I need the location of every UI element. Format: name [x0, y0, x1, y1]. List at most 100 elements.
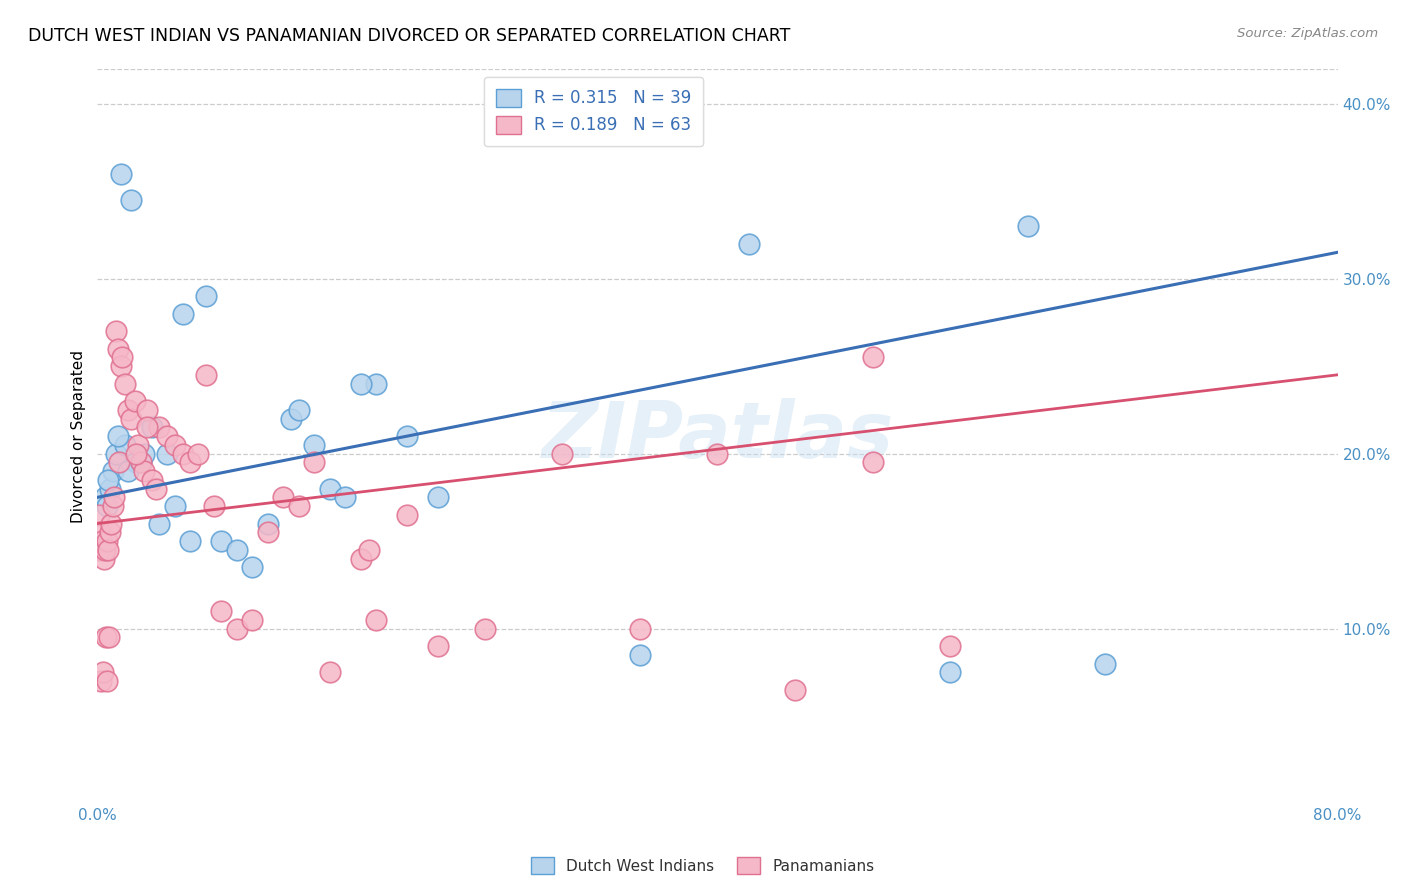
Point — [209, 604, 232, 618]
Y-axis label: Divorced or Separated: Divorced or Separated — [72, 350, 86, 523]
Point — [862, 455, 884, 469]
Point — [93, 551, 115, 566]
Point — [136, 402, 159, 417]
Point — [202, 499, 225, 513]
Point — [114, 376, 136, 391]
Text: DUTCH WEST INDIAN VS PANAMANIAN DIVORCED OR SEPARATED CORRELATION CHART: DUTCH WEST INDIAN VS PANAMANIAN DIVORCED… — [28, 27, 790, 45]
Point — [172, 446, 194, 460]
Point — [304, 438, 326, 452]
Point — [90, 674, 112, 689]
Point — [125, 446, 148, 460]
Point — [120, 193, 142, 207]
Point — [87, 508, 110, 522]
Text: ZIPatlas: ZIPatlas — [541, 398, 894, 474]
Point — [551, 446, 574, 460]
Point — [304, 455, 326, 469]
Point — [103, 491, 125, 505]
Point — [350, 376, 373, 391]
Point — [280, 411, 302, 425]
Point — [132, 464, 155, 478]
Point — [125, 455, 148, 469]
Point — [366, 376, 388, 391]
Point — [862, 351, 884, 365]
Point — [120, 411, 142, 425]
Point — [129, 455, 152, 469]
Point — [148, 420, 170, 434]
Legend: R = 0.315   N = 39, R = 0.189   N = 63: R = 0.315 N = 39, R = 0.189 N = 63 — [484, 77, 703, 146]
Point — [335, 491, 357, 505]
Point — [101, 499, 124, 513]
Point — [628, 622, 651, 636]
Point — [100, 516, 122, 531]
Point — [288, 402, 311, 417]
Point — [156, 429, 179, 443]
Point — [194, 289, 217, 303]
Point — [129, 455, 152, 469]
Point — [97, 473, 120, 487]
Text: Source: ZipAtlas.com: Source: ZipAtlas.com — [1237, 27, 1378, 40]
Point — [172, 307, 194, 321]
Point — [110, 359, 132, 373]
Point — [141, 473, 163, 487]
Point — [257, 516, 280, 531]
Point — [706, 446, 728, 460]
Point — [145, 482, 167, 496]
Point — [101, 464, 124, 478]
Point — [136, 420, 159, 434]
Point — [1017, 219, 1039, 233]
Point — [357, 542, 380, 557]
Point — [108, 455, 131, 469]
Point — [163, 499, 186, 513]
Point — [319, 665, 342, 680]
Point — [939, 665, 962, 680]
Point — [242, 613, 264, 627]
Point — [91, 665, 114, 680]
Point — [474, 622, 496, 636]
Point — [187, 446, 209, 460]
Point — [156, 446, 179, 460]
Point — [225, 622, 247, 636]
Point — [98, 631, 121, 645]
Point — [783, 682, 806, 697]
Point — [427, 639, 450, 653]
Point — [107, 342, 129, 356]
Point — [242, 560, 264, 574]
Point — [124, 394, 146, 409]
Point — [114, 438, 136, 452]
Point — [104, 324, 127, 338]
Point — [117, 402, 139, 417]
Point — [96, 499, 118, 513]
Point — [427, 491, 450, 505]
Point — [127, 438, 149, 452]
Point — [939, 639, 962, 653]
Point — [98, 525, 121, 540]
Point — [396, 508, 419, 522]
Point — [89, 525, 111, 540]
Point — [628, 648, 651, 662]
Point — [104, 446, 127, 460]
Point — [179, 455, 201, 469]
Point — [111, 351, 134, 365]
Point — [98, 482, 121, 496]
Point — [96, 674, 118, 689]
Point — [117, 464, 139, 478]
Point — [209, 534, 232, 549]
Point — [110, 167, 132, 181]
Point — [257, 525, 280, 540]
Point — [89, 542, 111, 557]
Point — [148, 516, 170, 531]
Point — [179, 534, 201, 549]
Point — [273, 491, 295, 505]
Point — [94, 491, 117, 505]
Point — [132, 446, 155, 460]
Point — [163, 438, 186, 452]
Point — [288, 499, 311, 513]
Point — [97, 542, 120, 557]
Point — [194, 368, 217, 382]
Legend: Dutch West Indians, Panamanians: Dutch West Indians, Panamanians — [526, 851, 880, 880]
Point — [107, 429, 129, 443]
Point — [350, 551, 373, 566]
Point — [737, 236, 759, 251]
Point — [225, 542, 247, 557]
Point — [94, 542, 117, 557]
